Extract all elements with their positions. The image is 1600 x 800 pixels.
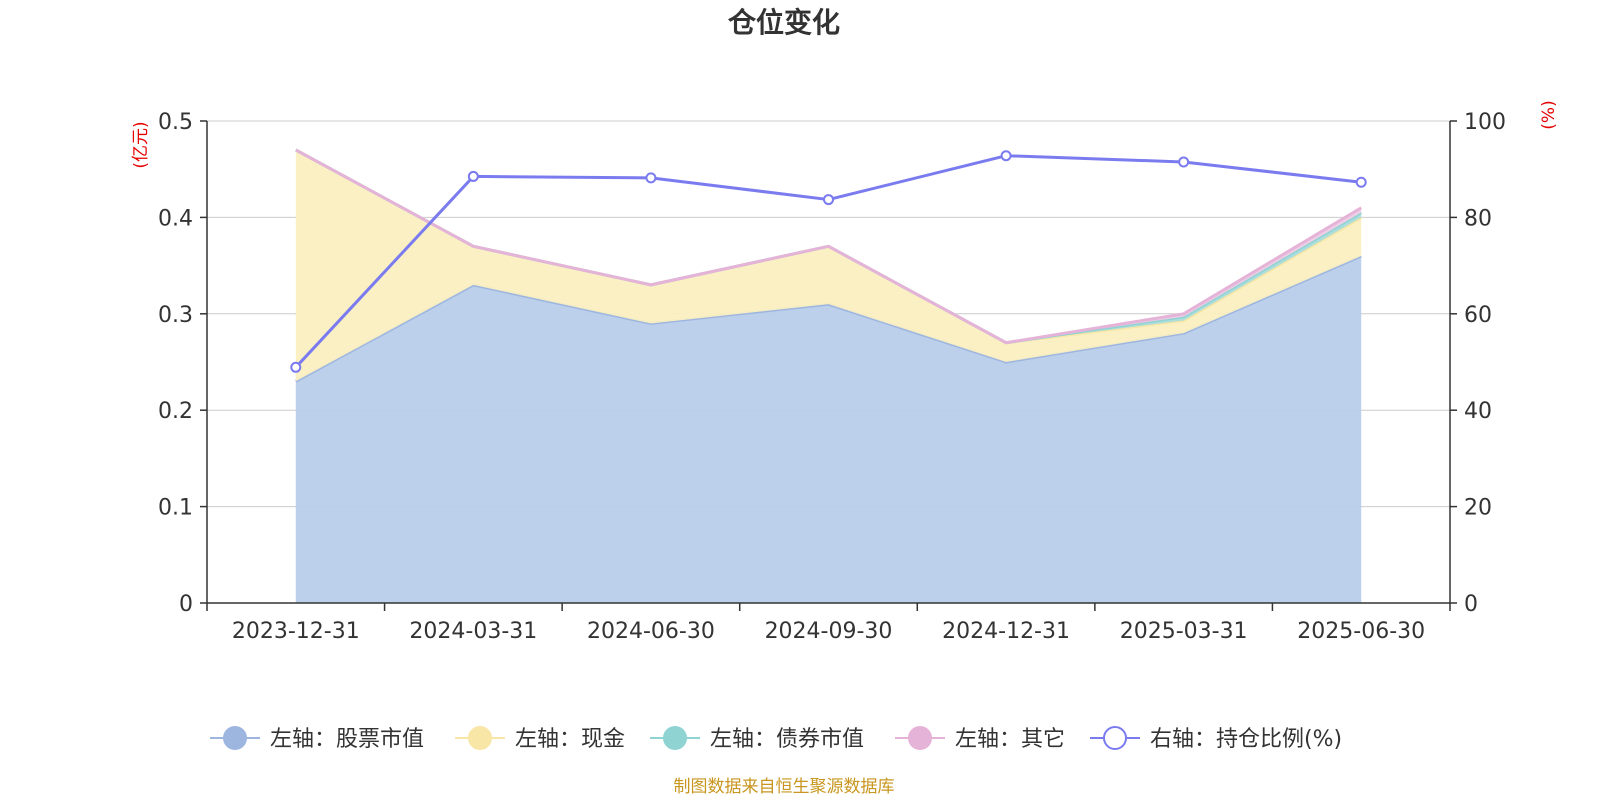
chart-title: 仓位变化 [728, 6, 840, 39]
position-ratio-point [645, 172, 657, 184]
legend-label: 左轴：现金 [515, 727, 625, 752]
area-edge-series-3 [295, 148, 1362, 345]
right-tick-label: 0 [1464, 592, 1478, 617]
left-tick-label: 0.3 [158, 303, 193, 328]
right-tick-label: 40 [1464, 399, 1492, 424]
x-tick-label: 2023-12-31 [232, 619, 360, 644]
left-tick-label: 0 [179, 592, 193, 617]
left-tick-label: 0.2 [158, 399, 193, 424]
left-tick-label: 0.5 [158, 110, 193, 135]
legend-marker-2 [663, 726, 687, 750]
position-ratio-point [290, 361, 302, 373]
legend-label: 左轴：其它 [955, 727, 1065, 752]
legend-marker-4 [1103, 726, 1127, 750]
legend: 左轴：股票市值 左轴：现金 左轴：债券市值 左轴：其它 右轴：持仓比例(%) [210, 726, 1342, 752]
x-tick-label: 2024-12-31 [942, 619, 1070, 644]
left-tick-label: 0.4 [158, 206, 193, 231]
right-tick-label: 80 [1464, 206, 1492, 231]
x-tick-label: 2025-06-30 [1297, 619, 1425, 644]
right-tick-label: 60 [1464, 303, 1492, 328]
axes: 0 0.1 0.2 0.3 0.4 0.5 0 20 40 60 80 100 2023-12-31 20… [158, 110, 1506, 644]
stacked-areas [295, 148, 1362, 603]
x-tick-label: 2024-09-30 [765, 619, 893, 644]
legend-label: 右轴：持仓比例(%) [1150, 727, 1342, 752]
left-axis-unit: (亿元) [131, 121, 151, 168]
left-tick-label: 0.1 [158, 496, 193, 521]
legend-marker-3 [908, 726, 932, 750]
position-ratio-point [1355, 176, 1367, 188]
legend-label: 左轴：股票市值 [270, 727, 424, 752]
area-series-1 [295, 149, 1362, 382]
right-tick-label: 100 [1464, 110, 1506, 135]
position-ratio-point [1000, 150, 1012, 162]
x-tick-label: 2024-06-30 [587, 619, 715, 644]
x-tick-label: 2024-03-31 [409, 619, 537, 644]
data-source-note: 制图数据来自恒生聚源数据库 [674, 777, 895, 797]
right-axis-unit: (%) [1539, 100, 1559, 129]
position-ratio-point [467, 170, 479, 182]
position-ratio-line-layer [290, 150, 1367, 373]
x-tick-label: 2025-03-31 [1120, 619, 1248, 644]
area-series-0 [295, 255, 1362, 603]
position-ratio-point [823, 194, 834, 206]
legend-label: 左轴：债券市值 [710, 727, 864, 752]
legend-marker-0 [223, 726, 247, 750]
legend-marker-1 [468, 726, 492, 750]
position-ratio-point [1178, 156, 1190, 168]
right-tick-label: 20 [1464, 496, 1492, 521]
